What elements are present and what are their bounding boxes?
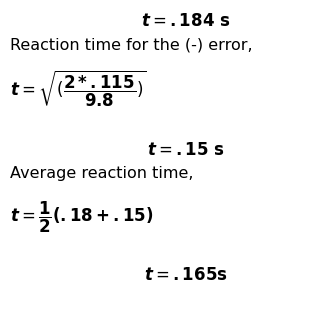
Text: $\boldsymbol{t} = \mathbf{.184\ s}$: $\boldsymbol{t} = \mathbf{.184\ s}$ xyxy=(141,12,230,30)
Text: $\boldsymbol{t} = \sqrt{(\dfrac{\mathbf{2 * .115}}{\mathbf{9.8}})}$: $\boldsymbol{t} = \sqrt{(\dfrac{\mathbf{… xyxy=(10,69,146,109)
Text: Average reaction time,: Average reaction time, xyxy=(10,166,193,181)
Text: $\boldsymbol{t} = \mathbf{.15\ s}$: $\boldsymbol{t} = \mathbf{.15\ s}$ xyxy=(147,141,224,159)
Text: Reaction time for the (-) error,: Reaction time for the (-) error, xyxy=(10,37,252,52)
Text: $\boldsymbol{t} = \mathbf{.165s}$: $\boldsymbol{t} = \mathbf{.165s}$ xyxy=(144,266,228,284)
Text: $\boldsymbol{t} = \dfrac{\mathbf{1}}{\mathbf{2}}\mathbf{(.18 + .15)}$: $\boldsymbol{t} = \dfrac{\mathbf{1}}{\ma… xyxy=(10,200,153,235)
